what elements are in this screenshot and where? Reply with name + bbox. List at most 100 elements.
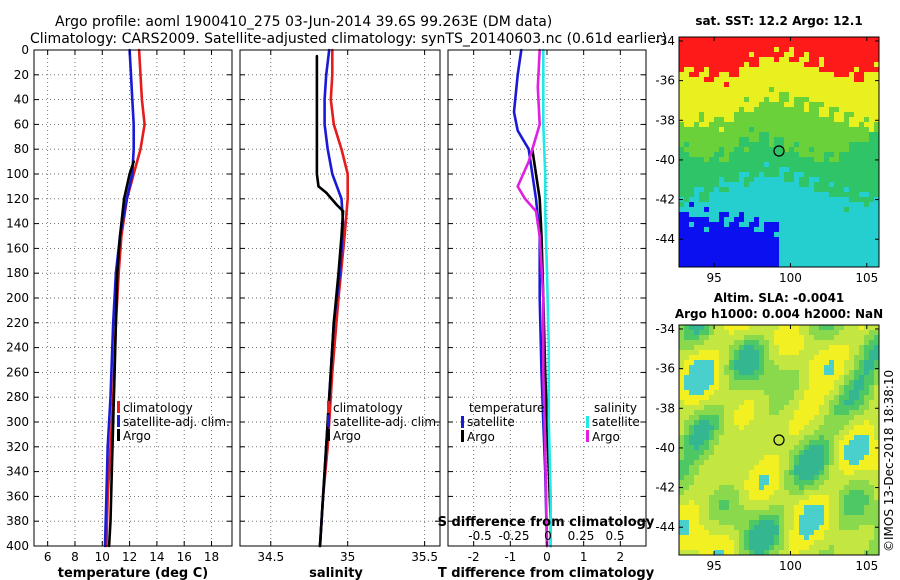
map-cell [854, 107, 859, 112]
map-cell [729, 355, 734, 360]
map-cell [809, 460, 814, 465]
map-cell [759, 237, 764, 242]
map-cell [764, 192, 769, 197]
map-cell [814, 67, 819, 72]
map-cell [719, 325, 724, 330]
map-cell [774, 515, 779, 520]
map-cell [814, 107, 819, 112]
map-cell [799, 202, 804, 207]
map-cell [704, 192, 709, 197]
map-cell [709, 435, 714, 440]
map-cell [704, 370, 709, 375]
map-cell [699, 167, 704, 172]
map-cell [819, 540, 824, 545]
legend-swatch-s-satellite [586, 416, 589, 428]
map-cell [824, 360, 829, 365]
map-cell [779, 152, 784, 157]
map-cell [739, 262, 744, 267]
map-cell [699, 242, 704, 247]
map-cell [839, 152, 844, 157]
map-cell [799, 252, 804, 257]
map-cell [789, 202, 794, 207]
map-cell [774, 430, 779, 435]
map-cell [704, 107, 709, 112]
map-cell [724, 530, 729, 535]
map-cell [719, 252, 724, 257]
map-cell [679, 242, 684, 247]
map-cell [809, 67, 814, 72]
map-cell [729, 445, 734, 450]
map-cell [684, 112, 689, 117]
map-cell [829, 465, 834, 470]
map-cell [819, 262, 824, 267]
map-cell [744, 172, 749, 177]
sst-map-frame [678, 36, 880, 268]
map-cell [834, 232, 839, 237]
map-cell [724, 335, 729, 340]
map-cell [809, 107, 814, 112]
map-cell [769, 330, 774, 335]
map-y-tick-label: -34 [655, 34, 675, 48]
map-cell [724, 520, 729, 525]
map-cell [839, 162, 844, 167]
map-cell [679, 465, 684, 470]
map-cell [714, 222, 719, 227]
map-cell [834, 425, 839, 430]
map-cell [749, 480, 754, 485]
map-cell [714, 167, 719, 172]
map-cell [859, 62, 864, 67]
map-cell [724, 217, 729, 222]
map-cell [684, 142, 689, 147]
map-cell [859, 410, 864, 415]
map-cell [724, 400, 729, 405]
map-cell [759, 42, 764, 47]
map-cell [839, 405, 844, 410]
map-cell [789, 232, 794, 237]
map-cell [684, 252, 689, 257]
map-cell [694, 405, 699, 410]
map-cell [744, 137, 749, 142]
map-cell [734, 465, 739, 470]
map-cell [789, 197, 794, 202]
map-cell [819, 440, 824, 445]
map-cell [824, 505, 829, 510]
map-cell [829, 192, 834, 197]
map-cell [729, 227, 734, 232]
map-cell [854, 192, 859, 197]
map-cell [854, 420, 859, 425]
map-cell [839, 325, 844, 330]
map-cell [689, 510, 694, 515]
map-cell [814, 97, 819, 102]
map-cell [869, 550, 874, 555]
map-cell [759, 550, 764, 555]
map-cell [689, 545, 694, 550]
map-cell [814, 157, 819, 162]
map-cell [834, 187, 839, 192]
map-cell [809, 430, 814, 435]
map-cell [869, 505, 874, 510]
map-cell [859, 137, 864, 142]
map-cell [809, 330, 814, 335]
map-cell [789, 540, 794, 545]
map-cell [769, 92, 774, 97]
map-cell [779, 530, 784, 535]
map-cell [719, 57, 724, 62]
map-cell [739, 62, 744, 67]
map-cell [694, 82, 699, 87]
map-cell [849, 530, 854, 535]
map-cell [774, 122, 779, 127]
map-cell [709, 330, 714, 335]
map-cell [844, 525, 849, 530]
map-cell [794, 147, 799, 152]
map-cell [699, 192, 704, 197]
map-cell [764, 127, 769, 132]
map-cell [814, 485, 819, 490]
map-cell [859, 122, 864, 127]
map-cell [849, 390, 854, 395]
map-cell [819, 480, 824, 485]
map-cell [759, 52, 764, 57]
map-cell [714, 107, 719, 112]
map-cell [729, 257, 734, 262]
map-cell [849, 365, 854, 370]
map-cell [824, 167, 829, 172]
